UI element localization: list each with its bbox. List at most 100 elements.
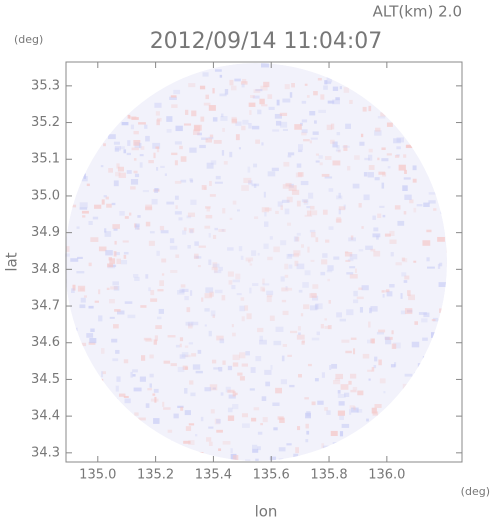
texture (227, 389, 235, 393)
texture (216, 335, 224, 341)
texture (423, 312, 430, 318)
texture (450, 285, 454, 291)
texture (202, 72, 209, 77)
texture (411, 138, 419, 142)
texture (275, 387, 283, 394)
y-tick-label: 34.6 (31, 335, 60, 350)
texture (338, 192, 341, 198)
texture (145, 204, 153, 210)
texture (414, 372, 419, 378)
texture (232, 200, 237, 205)
texture (324, 176, 333, 179)
texture (293, 253, 299, 258)
texture (323, 85, 328, 90)
texture (123, 359, 129, 364)
texture (438, 331, 442, 336)
texture (241, 125, 246, 131)
texture (232, 354, 240, 361)
texture (307, 246, 310, 253)
plot-frame (65, 61, 463, 463)
texture (82, 215, 86, 218)
texture (228, 280, 233, 285)
texture (371, 338, 375, 344)
texture (188, 440, 195, 445)
texture (373, 250, 381, 257)
texture (230, 85, 237, 91)
texture (184, 354, 191, 358)
texture (241, 413, 249, 418)
texture (118, 393, 126, 397)
texture (288, 264, 293, 269)
texture (116, 258, 121, 265)
texture (368, 378, 371, 381)
texture (380, 112, 387, 117)
texture (260, 85, 268, 91)
texture (288, 287, 293, 291)
texture (282, 310, 289, 316)
texture (297, 144, 303, 150)
texture (289, 92, 293, 98)
texture (210, 409, 215, 414)
texture (269, 315, 275, 321)
texture (295, 236, 300, 242)
texture (155, 325, 162, 330)
texture (188, 228, 195, 233)
texture (68, 323, 74, 329)
texture (315, 237, 319, 243)
texture (76, 271, 85, 274)
texture (113, 228, 118, 231)
texture (341, 423, 350, 428)
texture (251, 417, 257, 422)
texture (329, 365, 332, 370)
texture (118, 172, 126, 178)
texture (408, 294, 415, 301)
texture (144, 124, 148, 129)
texture (189, 178, 193, 182)
texture (133, 158, 137, 161)
texture (381, 290, 390, 293)
texture (194, 253, 199, 259)
texture (181, 352, 189, 358)
texture (139, 376, 146, 382)
texture (402, 185, 408, 191)
texture (113, 251, 117, 257)
texture (240, 255, 244, 260)
texture (194, 433, 198, 437)
texture (353, 290, 358, 297)
texture (376, 235, 379, 240)
texture (130, 186, 136, 190)
texture (382, 172, 387, 177)
texture (318, 109, 327, 114)
texture (301, 100, 307, 104)
texture (251, 444, 258, 449)
texture (103, 143, 106, 147)
texture (206, 162, 214, 169)
texture (304, 397, 309, 400)
texture (263, 221, 269, 227)
texture (123, 251, 129, 255)
texture (284, 208, 290, 215)
texture (336, 145, 340, 149)
texture (170, 269, 178, 273)
texture (184, 366, 189, 370)
texture (208, 441, 213, 447)
texture (120, 259, 128, 265)
texture (186, 215, 192, 219)
texture (306, 205, 311, 209)
texture (345, 259, 351, 262)
texture (194, 241, 199, 246)
texture (375, 127, 381, 132)
texture (417, 363, 421, 368)
texture (365, 245, 373, 250)
texture (205, 138, 213, 143)
texture (386, 122, 393, 127)
texture (199, 85, 206, 90)
texture (86, 183, 90, 187)
texture (438, 319, 444, 325)
texture (149, 231, 155, 234)
texture (282, 184, 290, 189)
texture (123, 395, 129, 398)
texture (337, 149, 341, 153)
texture (79, 304, 86, 309)
texture (267, 94, 273, 99)
